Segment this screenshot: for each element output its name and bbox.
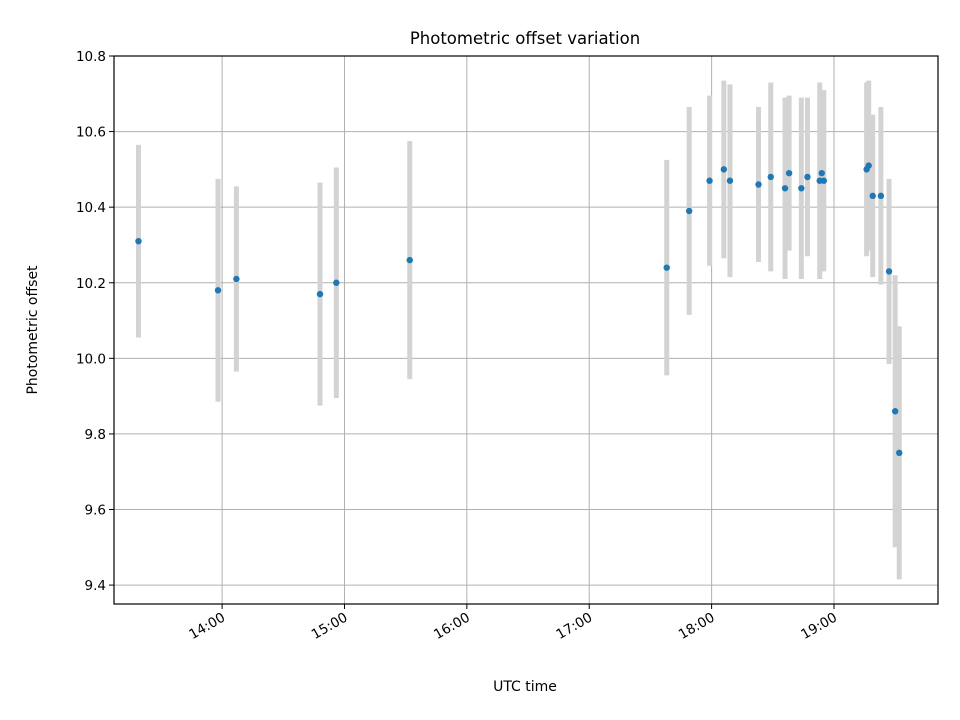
chart-title: Photometric offset variation <box>410 29 640 48</box>
data-point <box>865 162 872 169</box>
y-tick-label: 10.8 <box>76 49 106 65</box>
data-point <box>885 268 893 275</box>
data-point <box>798 185 805 192</box>
data-points <box>135 162 903 457</box>
data-point <box>214 287 222 294</box>
plot-frame <box>113 55 939 605</box>
y-tick-label: 9.6 <box>85 503 106 519</box>
data-point <box>869 192 876 200</box>
data-point <box>720 166 728 173</box>
data-point <box>406 256 413 264</box>
y-axis-label: Photometric offset <box>25 265 41 395</box>
x-axis-label: UTC time <box>493 679 557 695</box>
data-point <box>135 237 142 245</box>
data-point <box>333 279 340 286</box>
data-point <box>781 185 789 192</box>
y-tick-label: 10.2 <box>76 276 106 292</box>
y-tick-label: 9.4 <box>85 578 106 594</box>
y-tick-label: 10.4 <box>76 200 106 216</box>
data-point <box>755 181 762 188</box>
data-point <box>896 449 903 457</box>
data-point <box>785 169 793 177</box>
y-tick-label: 9.8 <box>85 427 106 443</box>
y-tick-label: 10.0 <box>76 351 106 367</box>
y-tick-label: 10.6 <box>76 125 106 141</box>
data-point <box>663 264 670 271</box>
data-point <box>877 192 885 200</box>
data-point <box>891 408 899 415</box>
data-point <box>685 207 693 215</box>
data-point <box>316 290 324 298</box>
data-point <box>804 173 811 181</box>
data-point <box>820 177 827 184</box>
data-point <box>233 275 240 283</box>
y-axis-ticks: 9.4 9.6 9.8 10.0 10.2 10.4 10.6 10.8 <box>76 49 114 594</box>
data-point <box>726 177 734 184</box>
data-point <box>818 169 825 177</box>
data-point <box>767 173 774 181</box>
data-point <box>706 177 713 184</box>
